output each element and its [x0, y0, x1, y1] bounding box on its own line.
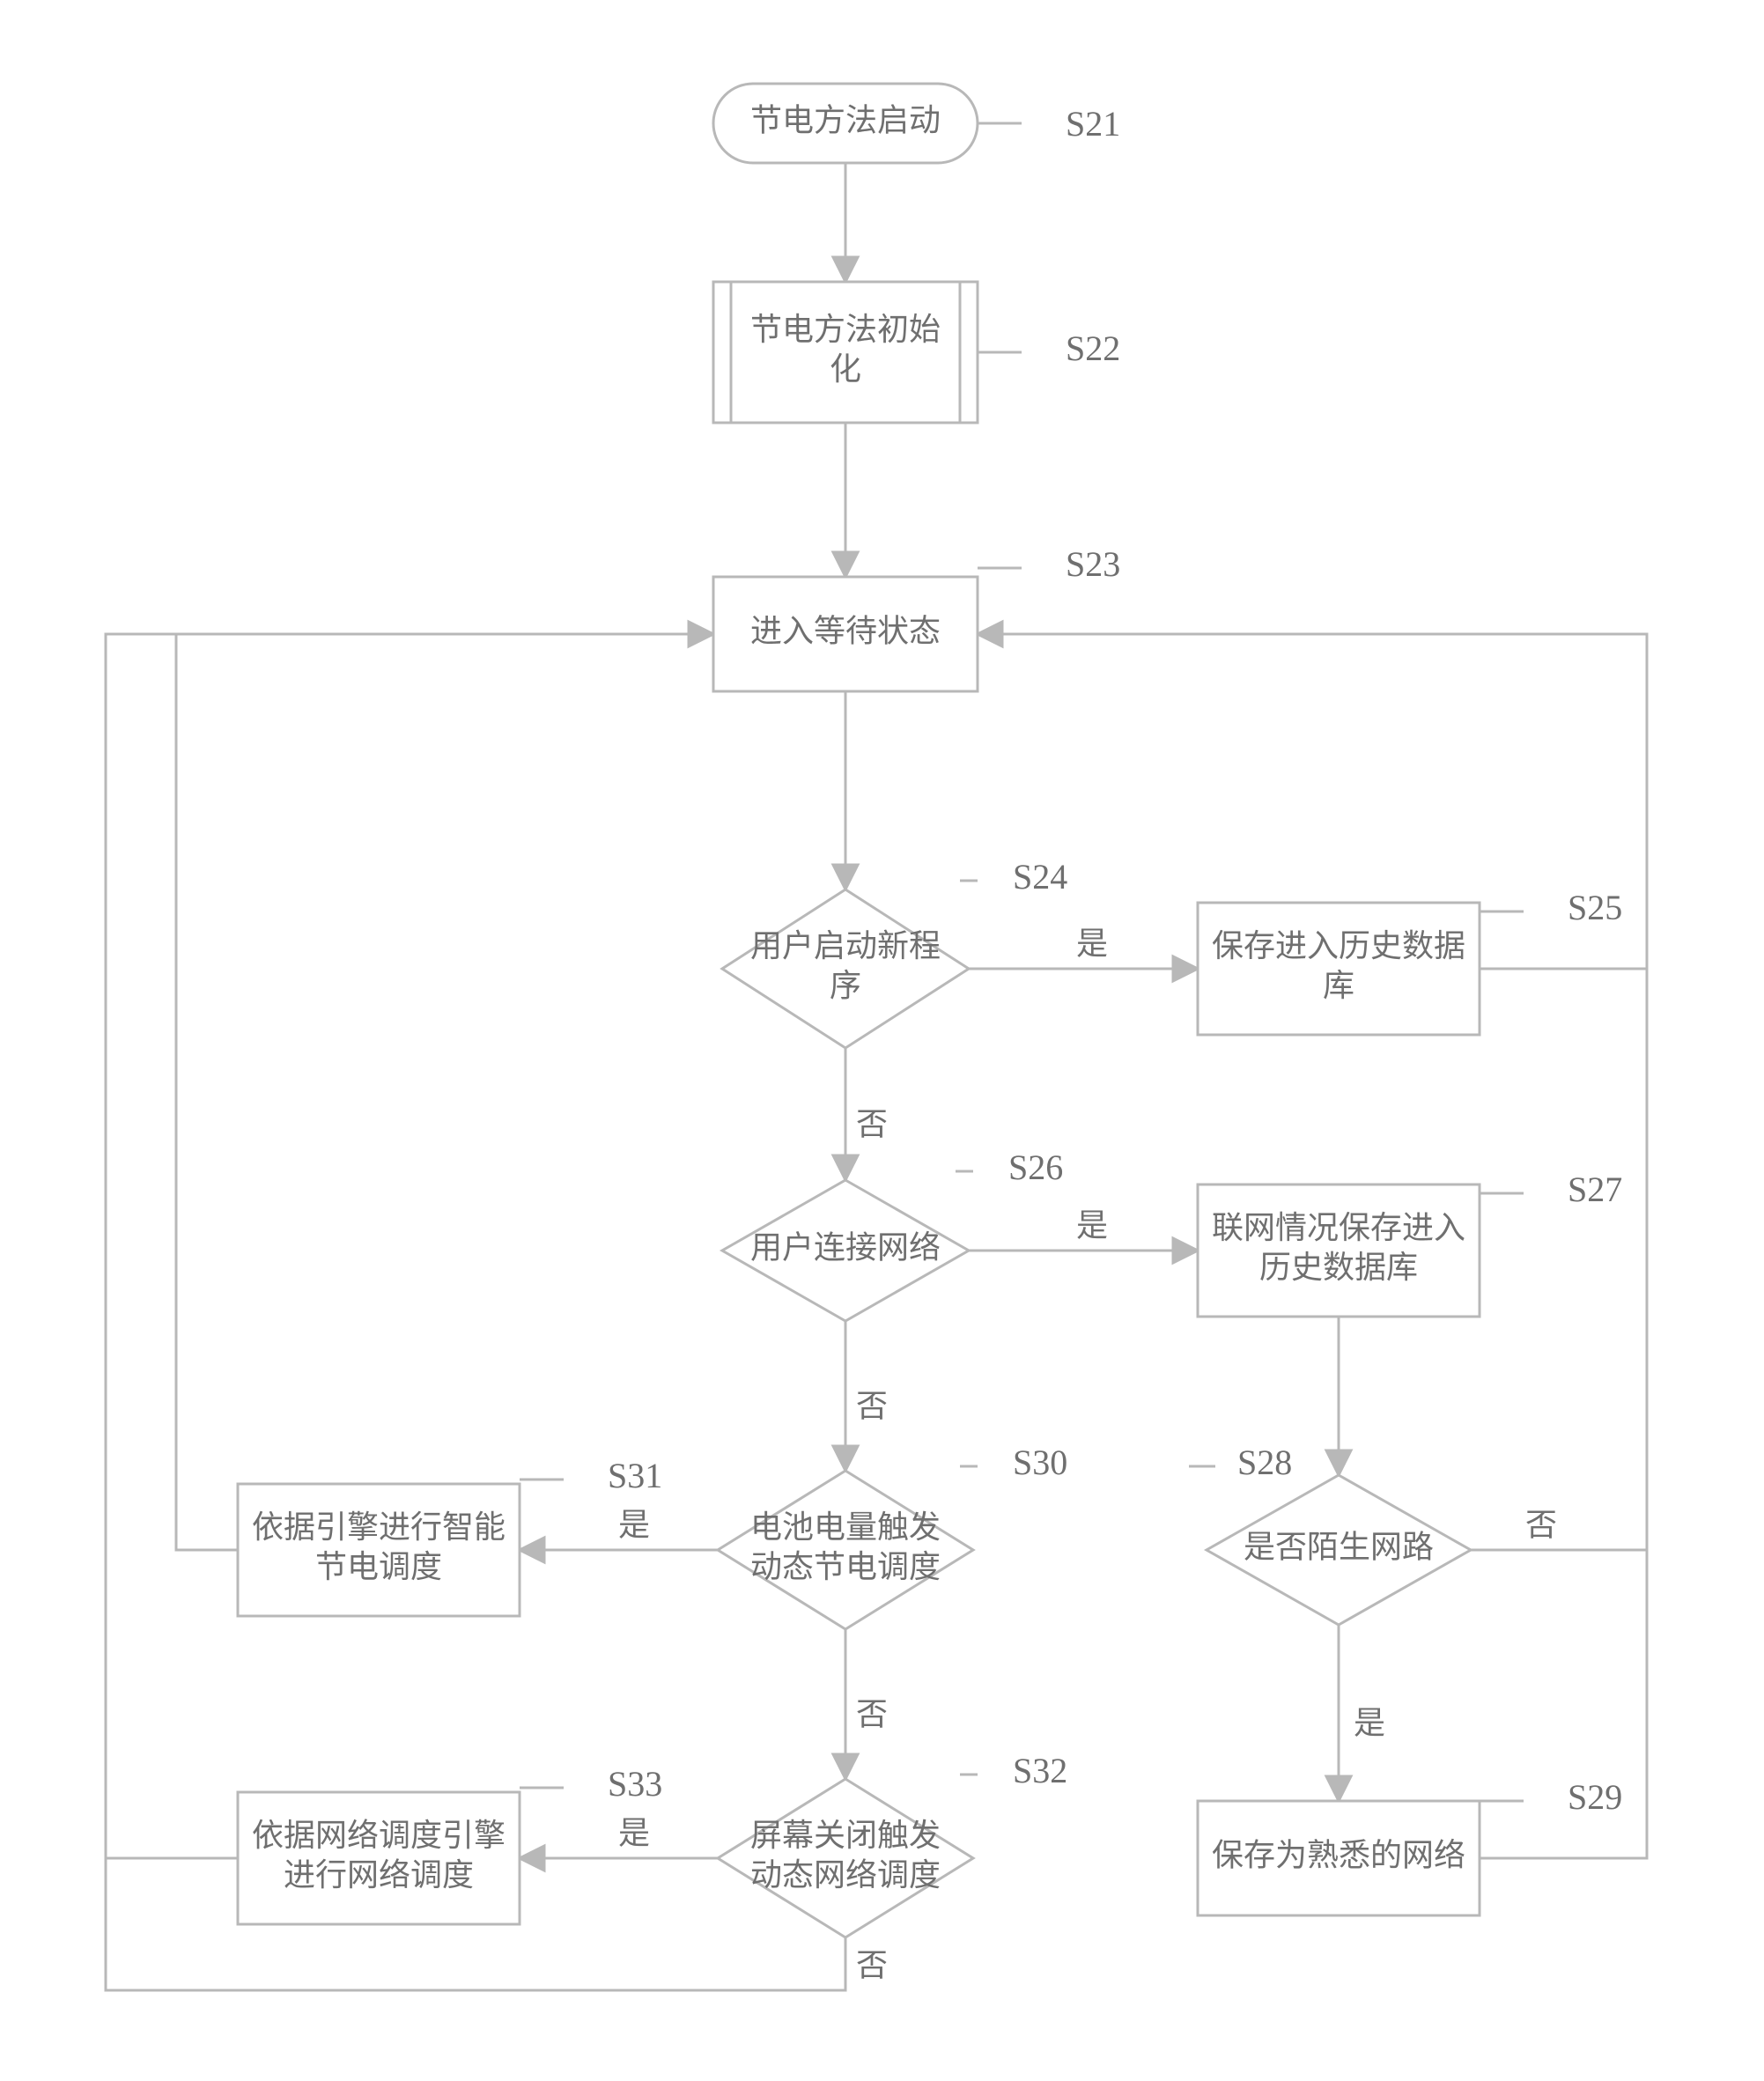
svg-text:屏幕关闭触发: 屏幕关闭触发 [750, 1818, 941, 1853]
step-label-s26: S26 [1008, 1148, 1063, 1187]
svg-text:动态网络调度: 动态网络调度 [750, 1857, 941, 1893]
svg-text:用户启动新程: 用户启动新程 [750, 928, 941, 963]
edge-label-s32-s23: 否 [856, 1947, 888, 1982]
svg-text:进入等待状态: 进入等待状态 [750, 613, 941, 648]
edge-s33-s23 [106, 634, 713, 1858]
svg-text:化: 化 [830, 351, 861, 387]
edge-label-s32-s33: 是 [618, 1815, 650, 1850]
edge-label-s26-s27: 是 [1076, 1207, 1108, 1243]
svg-text:库: 库 [1323, 968, 1354, 1003]
step-label-s27: S27 [1568, 1170, 1622, 1209]
node-s28: 是否陌生网路 [1207, 1475, 1471, 1625]
edge-s31-s23 [176, 634, 713, 1550]
step-label-s29: S29 [1568, 1777, 1622, 1817]
node-s31: 依据引擎进行智能节电调度 [238, 1484, 520, 1616]
node-s29: 保存为熟悉的网络 [1198, 1801, 1480, 1915]
node-s32: 屏幕关闭触发动态网络调度 [718, 1779, 973, 1937]
svg-text:保存为熟悉的网络: 保存为熟悉的网络 [1212, 1837, 1465, 1872]
edge-label-s26-s30: 否 [856, 1388, 888, 1423]
edge-label-s24-s25: 是 [1076, 926, 1108, 961]
step-label-s21: S21 [1066, 104, 1120, 144]
step-label-s33: S33 [608, 1764, 662, 1804]
step-label-s25: S25 [1568, 888, 1622, 927]
svg-text:用户连接网络: 用户连接网络 [750, 1229, 941, 1265]
node-s24: 用户启动新程序 [722, 889, 969, 1048]
node-s26-text: 用户连接网络 [750, 1229, 941, 1265]
node-s27: 联网情况保存进入历史数据库 [1198, 1184, 1480, 1317]
svg-text:动态节电调度: 动态节电调度 [750, 1549, 941, 1584]
svg-text:保存进入历史数据: 保存进入历史数据 [1212, 928, 1465, 963]
svg-text:依据网络调度引擎: 依据网络调度引擎 [252, 1818, 506, 1853]
node-s30: 电池电量触发动态节电调度 [718, 1471, 973, 1629]
edge-label-s28-s29: 是 [1354, 1705, 1385, 1740]
svg-text:进行网络调度: 进行网络调度 [284, 1857, 474, 1893]
edge-label-s24-s26: 否 [856, 1106, 888, 1141]
step-label-s24: S24 [1013, 857, 1067, 897]
node-s29-text: 保存为熟悉的网络 [1212, 1837, 1465, 1872]
node-s33: 依据网络调度引擎进行网络调度 [238, 1792, 520, 1924]
node-s28-text: 是否陌生网路 [1244, 1529, 1434, 1564]
node-s21-text: 节电方法启动 [750, 102, 941, 137]
node-s26: 用户连接网络 [722, 1180, 969, 1321]
svg-text:历史数据库: 历史数据库 [1259, 1250, 1418, 1285]
svg-text:节电方法初始: 节电方法初始 [750, 312, 941, 347]
svg-text:节电调度: 节电调度 [315, 1549, 442, 1584]
edge-s28-s23 [1471, 969, 1647, 1550]
step-label-s31: S31 [608, 1456, 662, 1495]
step-label-s30: S30 [1013, 1443, 1067, 1482]
edge-label-s28-s23: 否 [1525, 1507, 1557, 1542]
node-s23: 进入等待状态 [713, 577, 978, 691]
step-label-s28: S28 [1237, 1443, 1292, 1482]
edge-label-s30-s31: 是 [618, 1507, 650, 1542]
node-s25: 保存进入历史数据库 [1198, 903, 1480, 1035]
svg-text:依据引擎进行智能: 依据引擎进行智能 [252, 1509, 506, 1545]
step-label-s22: S22 [1066, 328, 1120, 368]
node-s22: 节电方法初始化 [713, 282, 978, 423]
step-label-s32: S32 [1013, 1751, 1067, 1790]
svg-text:电池电量触发: 电池电量触发 [750, 1509, 941, 1545]
node-s21: 节电方法启动 [713, 84, 978, 163]
node-s23-text: 进入等待状态 [750, 613, 941, 648]
svg-text:节电方法启动: 节电方法启动 [750, 102, 941, 137]
svg-text:是否陌生网路: 是否陌生网路 [1244, 1529, 1434, 1564]
edge-label-s30-s32: 否 [856, 1696, 888, 1731]
step-label-s23: S23 [1066, 544, 1120, 584]
svg-text:联网情况保存进入: 联网情况保存进入 [1212, 1210, 1465, 1245]
svg-text:序: 序 [830, 968, 861, 1003]
